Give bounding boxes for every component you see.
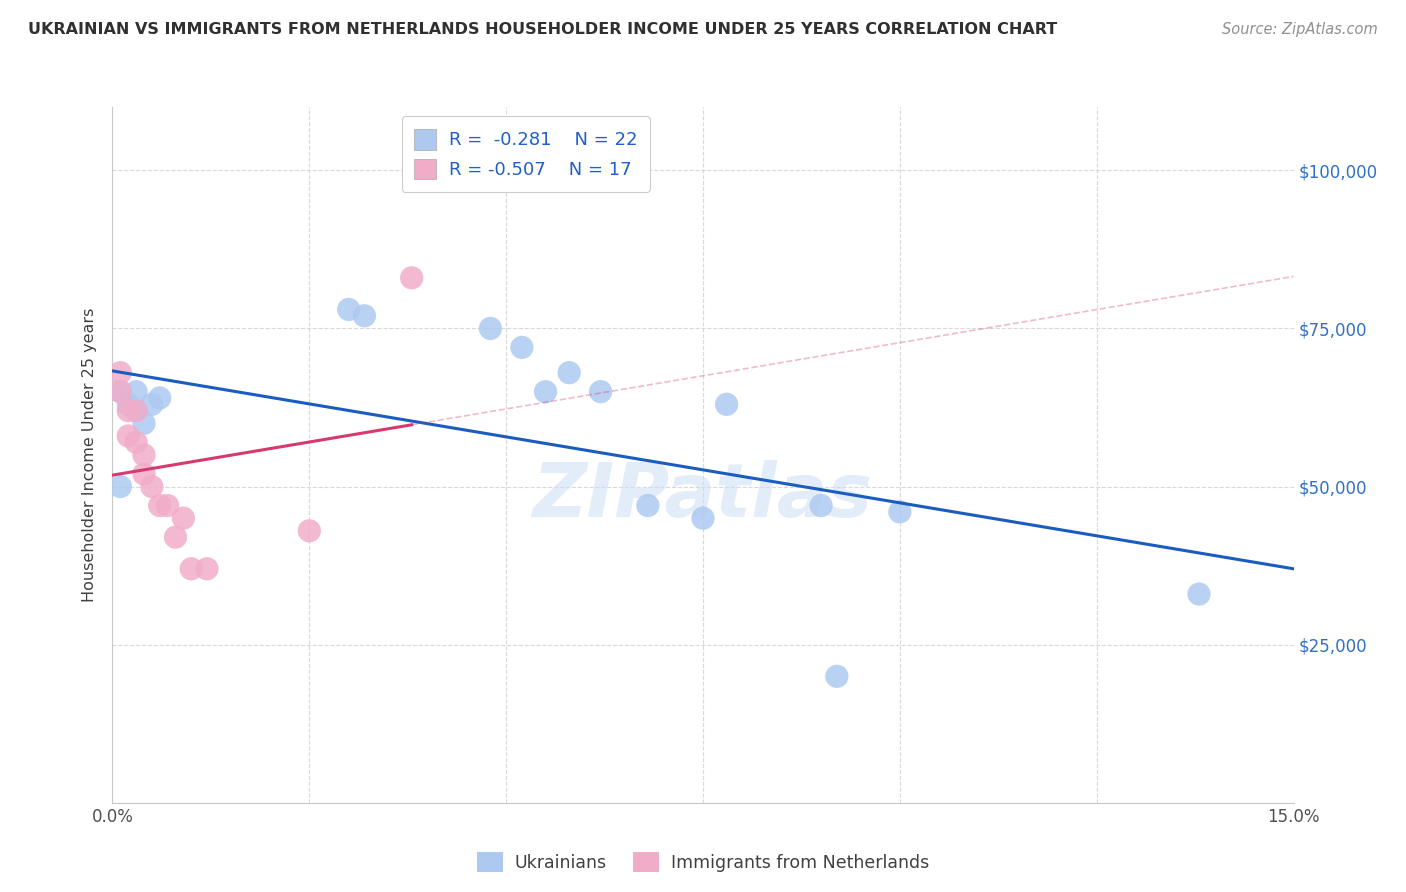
Point — [637, 499, 659, 513]
Point — [337, 302, 360, 317]
Point — [716, 397, 738, 411]
Point — [1188, 587, 1211, 601]
Point — [110, 384, 132, 399]
Point — [117, 429, 139, 443]
Point — [401, 270, 423, 285]
Point — [172, 511, 194, 525]
Point — [141, 479, 163, 493]
Text: UKRAINIAN VS IMMIGRANTS FROM NETHERLANDS HOUSEHOLDER INCOME UNDER 25 YEARS CORRE: UKRAINIAN VS IMMIGRANTS FROM NETHERLANDS… — [28, 22, 1057, 37]
Point — [692, 511, 714, 525]
Point — [132, 417, 155, 431]
Point — [149, 499, 172, 513]
Text: Source: ZipAtlas.com: Source: ZipAtlas.com — [1222, 22, 1378, 37]
Legend: Ukrainians, Immigrants from Netherlands: Ukrainians, Immigrants from Netherlands — [470, 845, 936, 879]
Point — [141, 397, 163, 411]
Point — [156, 499, 179, 513]
Point — [132, 448, 155, 462]
Point — [589, 384, 612, 399]
Point — [353, 309, 375, 323]
Point — [117, 403, 139, 417]
Point — [510, 340, 533, 354]
Point — [149, 391, 172, 405]
Y-axis label: Householder Income Under 25 years: Householder Income Under 25 years — [82, 308, 97, 602]
Legend: R =  -0.281    N = 22, R = -0.507    N = 17: R = -0.281 N = 22, R = -0.507 N = 17 — [402, 116, 650, 192]
Point — [117, 397, 139, 411]
Point — [125, 403, 148, 417]
Point — [125, 384, 148, 399]
Text: ZIPatlas: ZIPatlas — [533, 460, 873, 533]
Point — [298, 524, 321, 538]
Point — [534, 384, 557, 399]
Point — [889, 505, 911, 519]
Point — [110, 366, 132, 380]
Point — [195, 562, 218, 576]
Point — [110, 384, 132, 399]
Point — [132, 467, 155, 481]
Point — [110, 479, 132, 493]
Point — [165, 530, 187, 544]
Point — [825, 669, 848, 683]
Point — [810, 499, 832, 513]
Point — [558, 366, 581, 380]
Point — [479, 321, 502, 335]
Point — [180, 562, 202, 576]
Point — [125, 435, 148, 450]
Point — [125, 403, 148, 417]
